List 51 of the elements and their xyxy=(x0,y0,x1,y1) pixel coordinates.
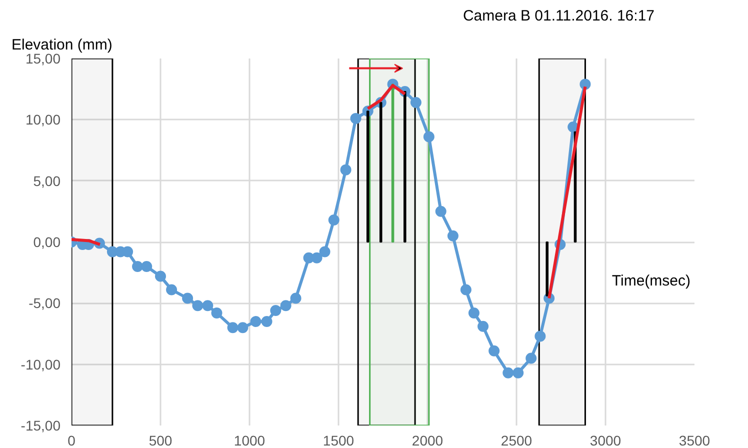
point xyxy=(447,230,458,242)
point xyxy=(290,292,302,304)
y-tick-label: -10,00 xyxy=(20,356,61,372)
point xyxy=(237,322,248,334)
y-axis-title: Elevation (mm) xyxy=(12,36,112,54)
point xyxy=(280,300,292,312)
chart-title: Camera B 01.11.2016. 16:17 xyxy=(462,8,655,24)
y-tick-label: 5,00 xyxy=(33,172,61,189)
x-tick-label: 2500 xyxy=(500,432,532,448)
x-tick-label: 1500 xyxy=(322,432,354,448)
point xyxy=(319,246,330,258)
point xyxy=(410,97,422,108)
point xyxy=(166,284,178,296)
point xyxy=(132,260,144,272)
point xyxy=(502,367,514,378)
y-tick-label: -15,00 xyxy=(20,418,61,434)
point xyxy=(468,307,480,318)
point xyxy=(423,131,434,142)
x-tick-label: 3500 xyxy=(678,432,710,448)
point xyxy=(460,284,472,296)
point xyxy=(435,206,446,217)
point xyxy=(261,316,272,328)
point xyxy=(340,164,352,176)
x-tick-label: 1000 xyxy=(234,432,266,448)
y-tick-label: 10,00 xyxy=(25,112,61,128)
x-tick-label: 2000 xyxy=(412,432,444,448)
point xyxy=(202,300,214,312)
x-tick-label: 500 xyxy=(148,432,172,448)
point xyxy=(311,252,322,264)
point xyxy=(192,300,204,312)
point xyxy=(141,260,152,272)
point xyxy=(211,307,222,318)
point xyxy=(512,367,524,378)
y-tick-label: -5,00 xyxy=(28,295,61,312)
y-tick-label: 0,00 xyxy=(33,234,61,250)
point xyxy=(182,292,194,304)
point xyxy=(328,214,340,226)
x-axis-title: Time(msec) xyxy=(612,272,691,290)
point xyxy=(478,320,489,332)
point xyxy=(526,352,537,364)
point xyxy=(350,112,362,124)
point xyxy=(534,330,546,342)
x-tick-label: 3000 xyxy=(590,432,622,448)
point xyxy=(580,78,591,90)
y-tick-label: 15,00 xyxy=(25,50,61,66)
point xyxy=(227,322,238,334)
point xyxy=(250,316,262,328)
point xyxy=(270,305,282,316)
point xyxy=(155,270,166,282)
x-tick-label: 0 xyxy=(68,432,76,448)
point xyxy=(488,345,500,356)
